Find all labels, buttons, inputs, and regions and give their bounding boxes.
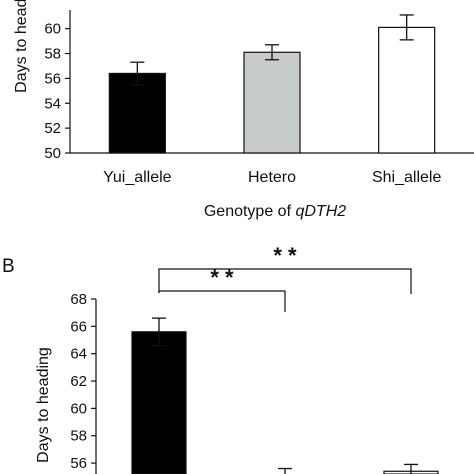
panel-b-chart: B Days to heading 56 58 60 62 64 66 68 * * * * — [2, 243, 439, 474]
panel-b-significance-bracket — [158, 268, 412, 294]
panel-a-ytick-label: 54 — [44, 95, 61, 112]
panel-a-category-label: Yui_allele — [103, 169, 172, 186]
panel-a-ytick-label: 56 — [44, 70, 61, 87]
panel-a-ytick-label: 52 — [44, 120, 61, 137]
panel-b-significance-label: * * — [210, 265, 234, 290]
panel-b-ytick-label: 56 — [70, 455, 87, 472]
panel-a-xlabel: Genotype of qDTH2 — [204, 203, 346, 220]
panel-a-bar — [378, 26, 436, 154]
panel-a-bar — [243, 51, 301, 154]
panel-a-ytick-label: 60 — [44, 21, 61, 38]
panel-b-ytick-label: 60 — [70, 400, 87, 417]
panel-b-ytick-label: 68 — [70, 291, 87, 308]
panel-b-letter: B — [2, 256, 15, 277]
panel-a-category-label: Shi_allele — [372, 169, 441, 186]
panel-b-ytick-label: 66 — [70, 318, 87, 335]
panel-a-bar — [108, 72, 166, 154]
panel-b-ytick-label: 58 — [70, 428, 87, 445]
panel-a-ylabel: Days to heading — [13, 0, 30, 93]
panel-b-ytick-label: 62 — [70, 373, 87, 390]
panel-b-bar — [131, 331, 187, 474]
panel-b-ylabel: Days to heading — [35, 347, 52, 463]
panel-a-ytick-label: 58 — [44, 46, 61, 63]
panel-a-ytick-label: 50 — [44, 145, 61, 162]
panel-a-chart: Days to heading Genotype of qDTH2 50 52 54… — [13, 0, 474, 220]
panel-b-ytick-label: 64 — [70, 346, 87, 363]
panel-a-category-label: Hetero — [248, 169, 296, 186]
panel-b-significance-bracket — [158, 290, 286, 312]
panel-b-significance-label: * * — [273, 243, 297, 268]
